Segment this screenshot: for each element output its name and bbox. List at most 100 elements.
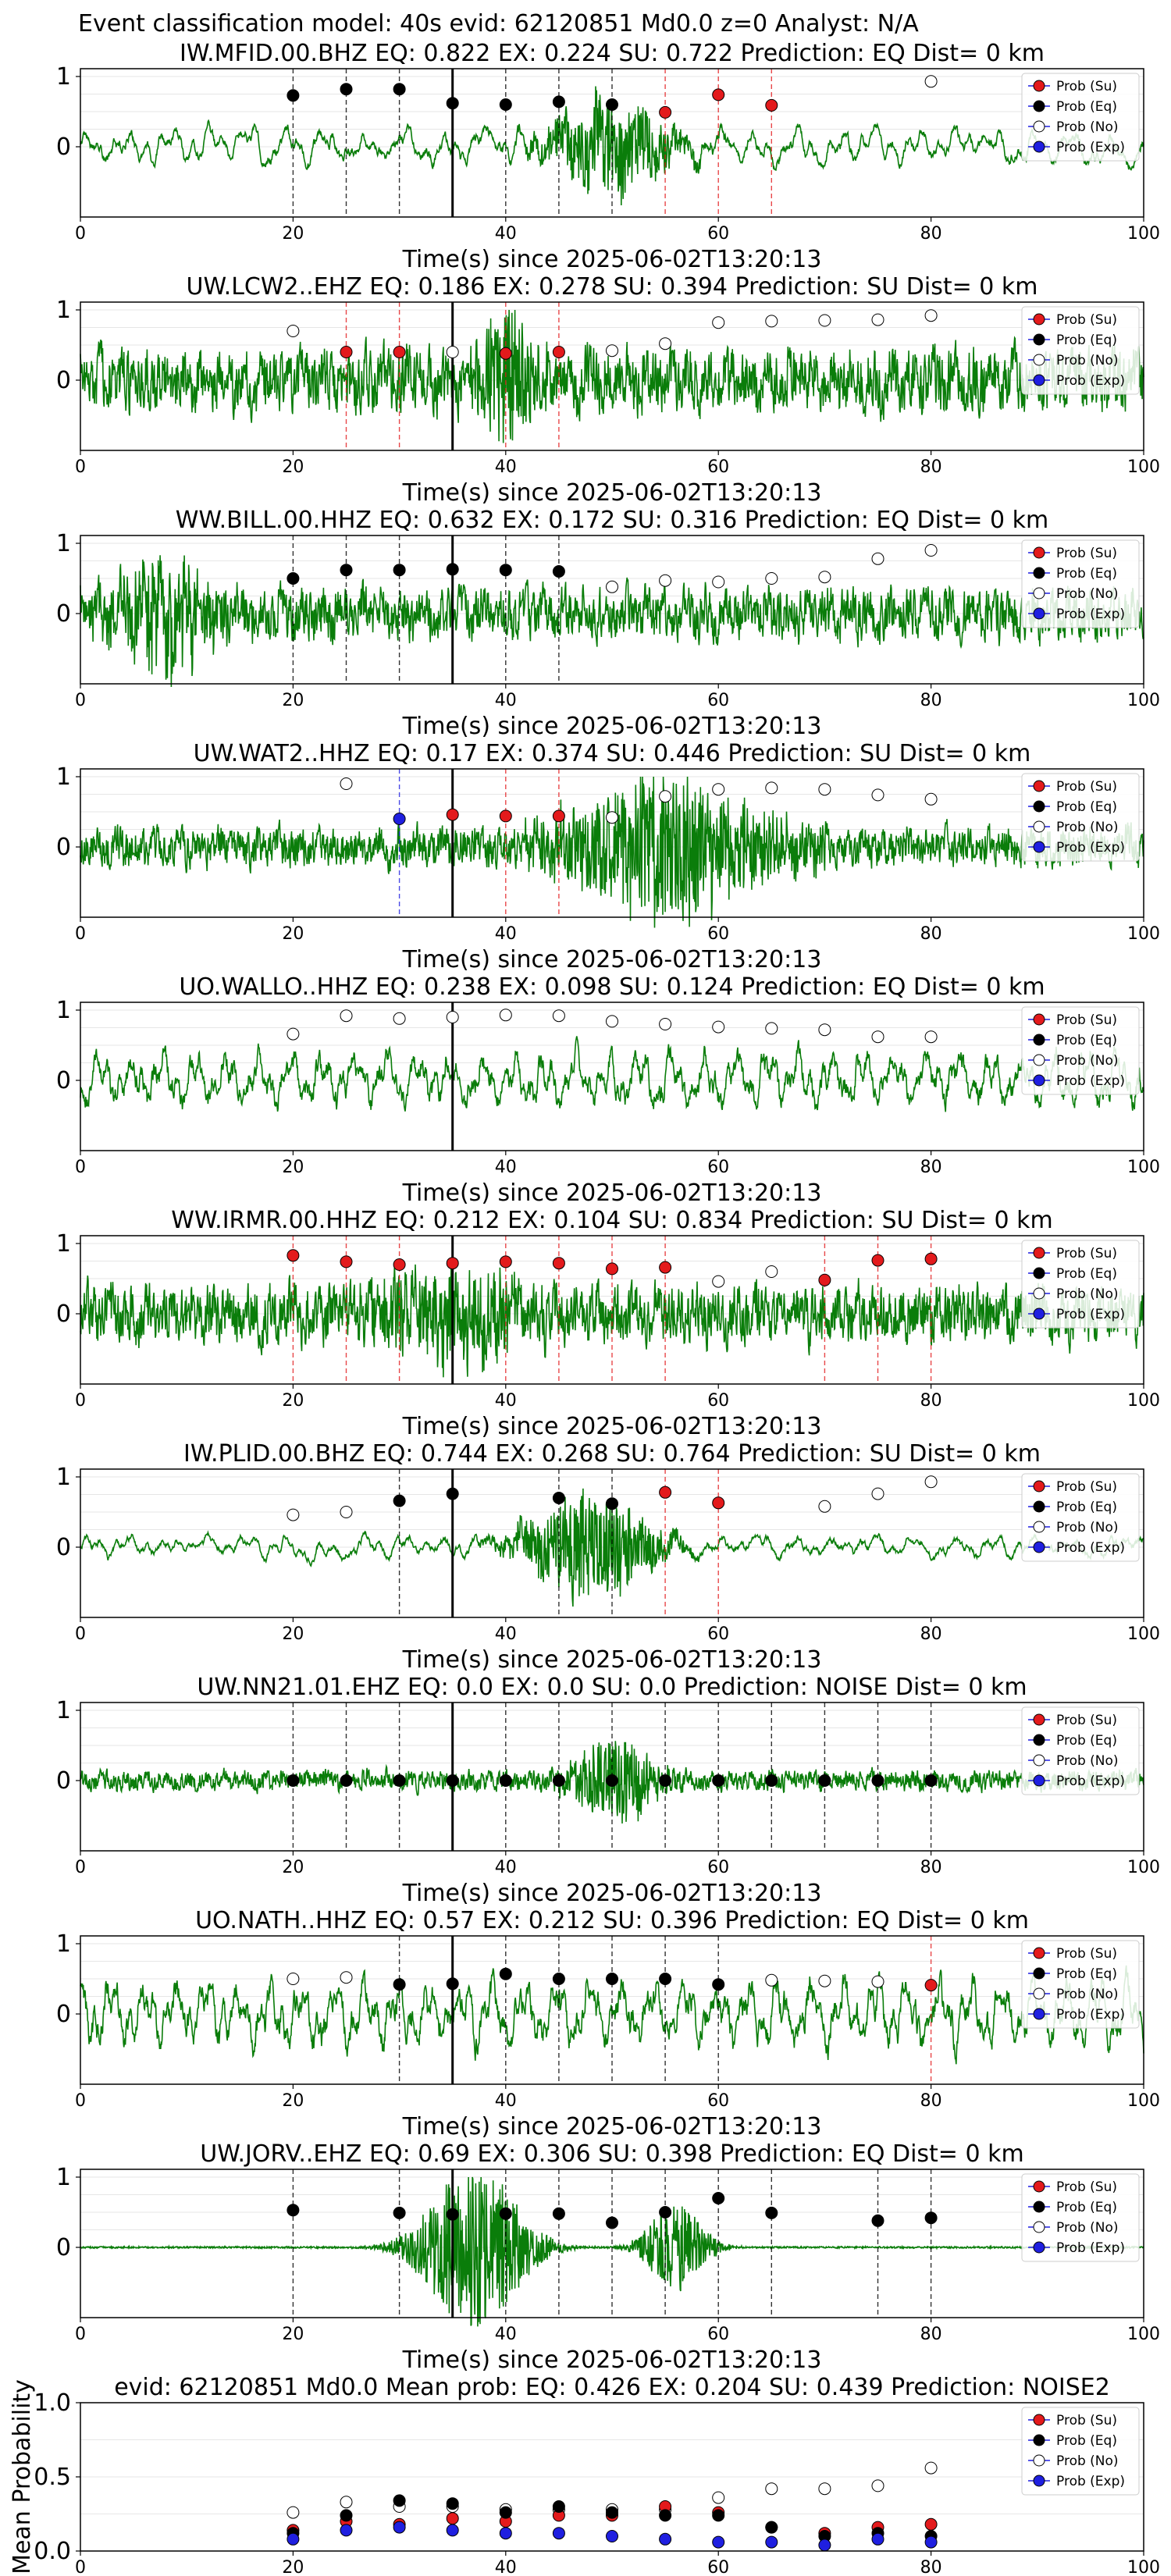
prob-point-eq — [446, 2208, 459, 2221]
x-tick-label: 80 — [920, 2325, 942, 2344]
prob-point-su — [287, 1249, 300, 1262]
legend-marker — [1033, 313, 1045, 326]
prob-point-eq — [552, 1774, 565, 1787]
prob-point-exp — [393, 813, 406, 825]
mean-point-su — [924, 2517, 938, 2531]
prob-point-no — [818, 1974, 831, 1987]
prob-point-eq — [499, 564, 512, 577]
x-tick-label: 80 — [920, 457, 942, 477]
prob-point-no — [499, 1009, 512, 1022]
axes-frame — [80, 1235, 1144, 1385]
prob-point-no — [287, 1973, 300, 1985]
legend-box — [1021, 1940, 1140, 2029]
prob-point-eq — [287, 1774, 300, 1787]
x-tick-label: 60 — [707, 1158, 729, 1177]
legend-box — [1021, 2407, 1140, 2496]
x-axis-label: Time(s) since 2025-06-02T13:20:13 — [402, 2113, 822, 2140]
prob-point-no — [765, 1973, 778, 1987]
x-tick-label: 80 — [920, 691, 942, 710]
prob-point-eq — [287, 2204, 300, 2217]
x-axis-label: Time(s) since 2025-06-02T13:20:13 — [402, 1413, 822, 1440]
prob-point-eq — [606, 1973, 618, 1985]
legend-label: Prob (Exp) — [1056, 140, 1125, 155]
y-tick-label: 1 — [56, 1464, 71, 1491]
x-axis-label: Time(s) since 2025-06-02T13:20:13 — [402, 713, 822, 740]
prob-point-su — [446, 1257, 459, 1270]
prob-point-su — [499, 1255, 512, 1268]
prob-point-eq — [287, 89, 300, 102]
prob-point-eq — [393, 1774, 406, 1787]
y-tick-label: 0 — [56, 2001, 71, 2028]
legend-marker — [1033, 2201, 1045, 2213]
legend-box — [1021, 773, 1140, 862]
legend-label: Prob (Eq) — [1056, 2200, 1117, 2215]
prob-point-su — [924, 1979, 938, 1992]
x-tick-label: 40 — [495, 1391, 517, 1411]
prob-point-su — [499, 809, 512, 823]
prob-point-no — [606, 1015, 618, 1028]
legend-label: Prob (Eq) — [1056, 1033, 1117, 1048]
prob-point-eq — [499, 98, 512, 111]
x-tick-label: 40 — [495, 1158, 517, 1177]
waveform — [80, 555, 1144, 688]
prob-point-no — [712, 1020, 725, 1034]
x-tick-label: 0 — [75, 1858, 86, 1877]
legend-marker — [1033, 1247, 1045, 1259]
prob-point-no — [871, 1975, 884, 1988]
x-tick-label: 60 — [707, 224, 729, 244]
panel-1: IW.MFID.00.BHZ EQ: 0.822 EX: 0.224 SU: 0… — [56, 40, 1160, 273]
legend-label: Prob (Exp) — [1056, 2007, 1125, 2023]
legend-marker — [1033, 2414, 1045, 2426]
prob-point-eq — [340, 1774, 353, 1787]
x-tick-label: 100 — [1127, 2091, 1160, 2111]
prob-point-su — [446, 808, 459, 821]
legend-label: Prob (Su) — [1056, 1479, 1117, 1495]
prob-point-eq — [340, 83, 353, 96]
legend-label: Prob (Exp) — [1056, 1073, 1125, 1089]
legend-marker — [1033, 2454, 1045, 2467]
legend-label: Prob (Exp) — [1056, 2474, 1125, 2489]
x-tick-label: 100 — [1127, 224, 1160, 244]
x-tick-label: 40 — [495, 2558, 517, 2576]
prob-point-no — [871, 313, 884, 326]
legend-marker — [1033, 2008, 1045, 2020]
prob-point-no — [606, 811, 618, 824]
mean-point-eq — [659, 2509, 672, 2522]
legend-label: Prob (No) — [1056, 2453, 1119, 2469]
prob-point-eq — [659, 2206, 672, 2218]
legend-box — [1021, 1006, 1140, 1095]
mean-point-exp — [818, 2539, 831, 2552]
panel-title: WW.IRMR.00.HHZ EQ: 0.212 EX: 0.104 SU: 0… — [171, 1207, 1052, 1234]
x-tick-label: 20 — [282, 2325, 304, 2344]
y-tick-label: 0 — [56, 367, 71, 394]
prob-point-eq — [499, 1967, 512, 1980]
prob-point-no — [712, 316, 725, 329]
panel-2: UW.LCW2..EHZ EQ: 0.186 EX: 0.278 SU: 0.3… — [56, 273, 1160, 507]
legend-label: Prob (Su) — [1056, 79, 1117, 94]
legend-marker — [1033, 1734, 1045, 1746]
x-tick-label: 80 — [920, 224, 942, 244]
prob-point-eq — [393, 83, 406, 96]
legend-label: Prob (Su) — [1056, 1946, 1117, 1962]
mean-point-exp — [765, 2535, 778, 2549]
legend-label: Prob (Eq) — [1056, 1966, 1117, 1982]
legend-marker — [1033, 1987, 1045, 2000]
y-tick-label: 0 — [56, 2234, 71, 2261]
prob-point-no — [712, 1275, 725, 1288]
panel-title: UO.WALLO..HHZ EQ: 0.238 EX: 0.098 SU: 0.… — [179, 973, 1045, 1001]
y-tick-label: 1.0 — [34, 2389, 71, 2417]
prob-point-su — [606, 1262, 618, 1276]
prob-point-eq — [765, 1774, 778, 1787]
mean-point-no — [765, 2482, 778, 2496]
legend-label: Prob (No) — [1056, 2220, 1119, 2236]
x-tick-label: 20 — [282, 924, 304, 944]
x-tick-label: 80 — [920, 924, 942, 944]
mean-point-eq — [552, 2500, 565, 2513]
prob-point-eq — [552, 95, 565, 109]
prob-point-su — [552, 809, 565, 823]
panel-title: IW.PLID.00.BHZ EQ: 0.744 EX: 0.268 SU: 0… — [183, 1440, 1041, 1468]
prob-point-no — [287, 325, 300, 337]
prob-point-no — [924, 1475, 938, 1489]
prob-point-eq — [499, 1774, 512, 1787]
legend-label: Prob (Eq) — [1056, 1266, 1117, 1282]
